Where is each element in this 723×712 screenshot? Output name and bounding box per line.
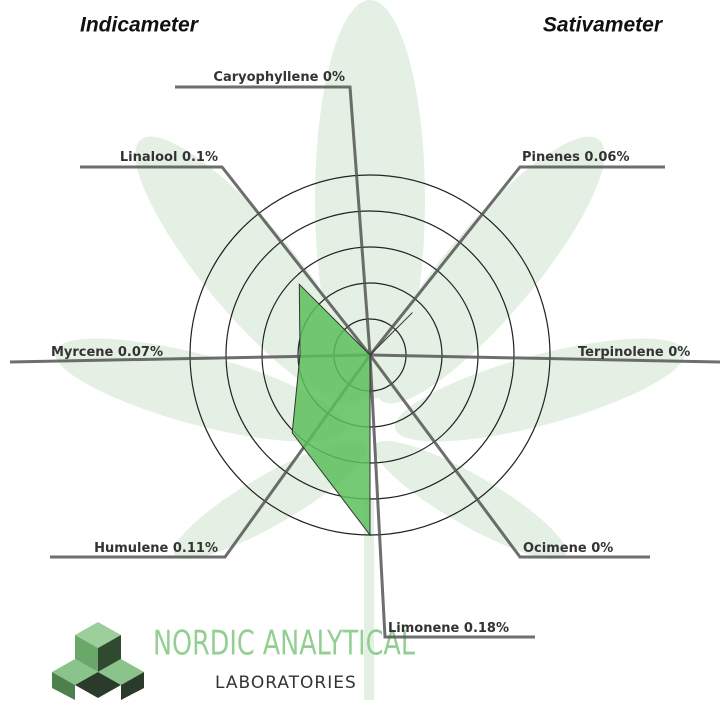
- axis-label: Caryophyllene 0%: [213, 70, 345, 85]
- axis-label: Linalool 0.1%: [120, 150, 218, 165]
- axis-label: Limonene 0.18%: [388, 621, 509, 636]
- left-title: Indicameter: [80, 14, 200, 37]
- category-label: Pinenes: [522, 150, 580, 165]
- logo: NORDIC ANALYTICAL LABORATORIES: [52, 622, 415, 700]
- axis-label: Ocimene 0%: [523, 541, 613, 556]
- axis-label: Humulene 0.11%: [94, 541, 218, 556]
- right-title: Sativameter: [543, 14, 664, 37]
- category-label: Limonene: [388, 621, 460, 636]
- value-label: 0.07%: [118, 345, 163, 360]
- category-label: Terpinolene: [578, 345, 664, 360]
- axis-label: Terpinolene 0%: [578, 345, 690, 360]
- value-label: 0.18%: [464, 621, 509, 636]
- category-label: Linalool: [120, 150, 178, 165]
- value-label: 0%: [323, 70, 345, 85]
- chart: Indicameter Sativameter NORDIC ANALYTICA…: [0, 0, 723, 708]
- category-label: Humulene: [94, 541, 168, 556]
- value-label: 0%: [668, 345, 690, 360]
- logo-name: NORDIC ANALYTICAL: [153, 624, 415, 664]
- value-label: 0.06%: [584, 150, 629, 165]
- axis-label: Pinenes 0.06%: [522, 150, 630, 165]
- category-label: Myrcene: [51, 345, 114, 360]
- axis-label: Myrcene 0.07%: [51, 345, 163, 360]
- category-label: Caryophyllene: [213, 70, 318, 85]
- value-label: 0.11%: [173, 541, 218, 556]
- logo-subtitle: LABORATORIES: [215, 673, 357, 693]
- value-label: 0%: [591, 541, 613, 556]
- value-label: 0.1%: [182, 150, 218, 165]
- category-label: Ocimene: [523, 541, 587, 556]
- page: Indicameter Sativameter NORDIC ANALYTICA…: [0, 0, 723, 712]
